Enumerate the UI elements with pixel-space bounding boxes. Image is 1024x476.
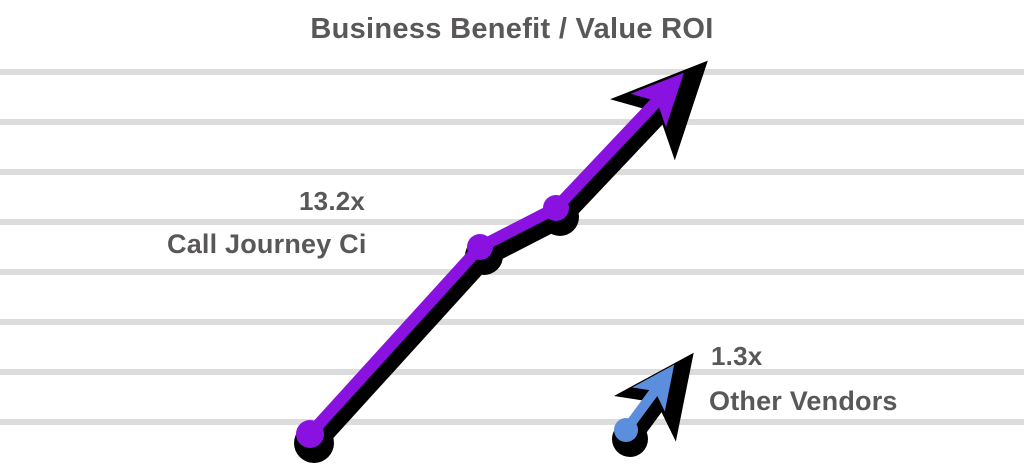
call-journey-name-label: Call Journey Ci [167,229,367,259]
chart-title: Business Benefit / Value ROI [310,13,714,45]
data-point-marker [543,195,569,221]
data-point-marker [614,418,638,442]
data-point-marker [296,420,324,448]
other-vendors-name-label: Other Vendors [709,386,898,416]
other-vendors-value-label: 1.3x [711,341,763,371]
call-journey-value-label: 13.2x [299,186,366,216]
data-point-marker [467,234,493,260]
series-line-call-journey [296,72,684,448]
series-line-other-vendors [614,364,675,442]
